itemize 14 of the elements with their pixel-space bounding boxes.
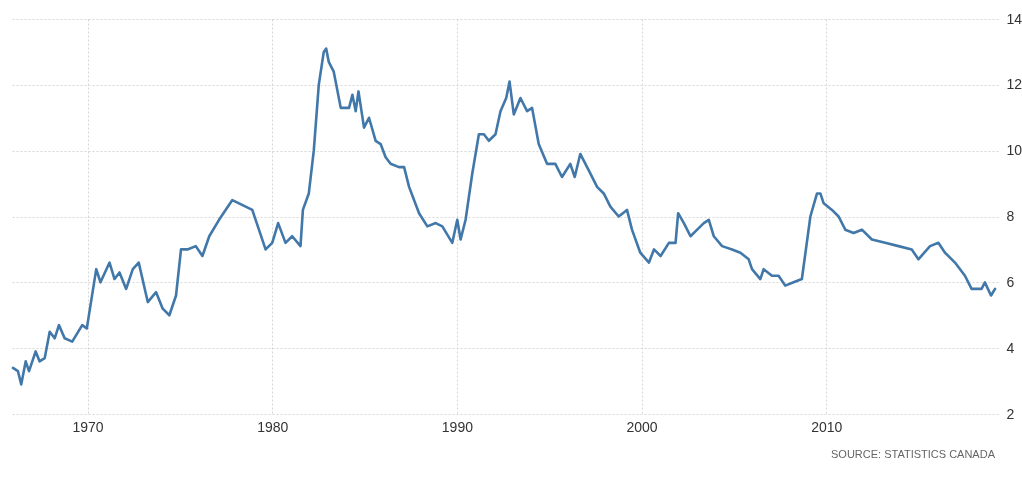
- x-tick-label: 2000: [626, 418, 658, 435]
- x-tick-label: 1980: [257, 418, 289, 435]
- y-tick-label: 4: [1006, 339, 1015, 356]
- line-series: [11, 47, 997, 386]
- x-tick-label: 1970: [72, 418, 104, 435]
- y-tick-label: 2: [1006, 405, 1015, 422]
- y-tick-label: 10: [1006, 142, 1022, 159]
- y-tick-label: 6: [1006, 273, 1015, 290]
- y-tick-label: 8: [1006, 208, 1015, 224]
- x-tick-label: 1990: [441, 418, 474, 435]
- x-tick-label: 2010: [811, 418, 843, 435]
- y-tick-label: 12: [1006, 76, 1022, 93]
- y-tick-label: 14: [1006, 10, 1022, 27]
- source-note: SOURCE: STATISTICS CANADA: [830, 448, 996, 460]
